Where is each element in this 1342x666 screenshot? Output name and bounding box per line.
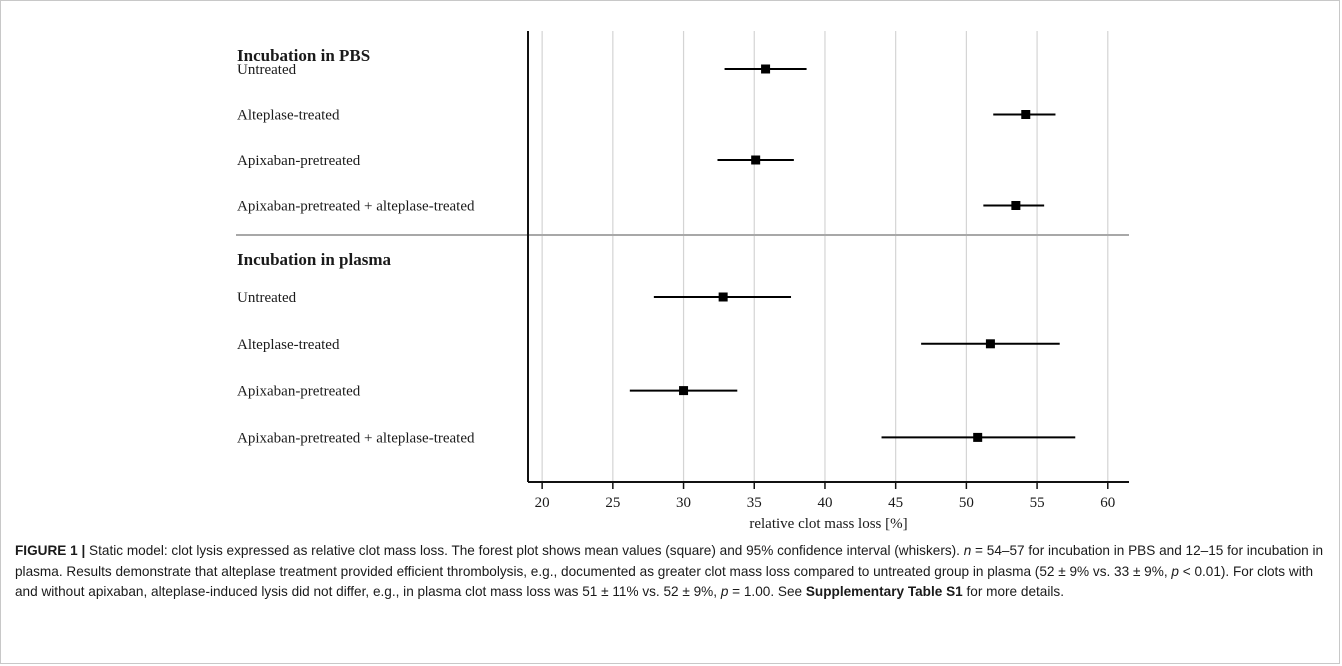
- caption-text-3: < 0.01). For clots with and without apix…: [15, 563, 1314, 600]
- row-labels: Untreated Alteplase-treated Apixaban-pretr…: [237, 62, 475, 446]
- mean-square: [751, 155, 761, 165]
- p-symbol-2: p: [720, 584, 729, 599]
- figure-label: FIGURE 1 |: [15, 543, 86, 558]
- x-tick-label: 30: [676, 495, 691, 511]
- caption-text-2: = 54–57 for incubation in PBS and 12–15 …: [15, 543, 1324, 579]
- mean-square: [1021, 110, 1031, 119]
- row-label: Alteplase-treated: [237, 108, 340, 124]
- x-tick-label: 25: [605, 495, 620, 511]
- row-label: Alteplase-treated: [237, 337, 340, 353]
- n-symbol: n: [963, 543, 972, 558]
- x-tick-label: 40: [817, 495, 832, 511]
- x-tick-label: 55: [1030, 495, 1045, 511]
- mean-square: [973, 432, 983, 442]
- panel-title-plasma: Incubation in plasma: [237, 250, 391, 269]
- row-label: Apixaban-pretreated: [237, 153, 361, 169]
- x-axis-label: relative clot mass loss [%]: [749, 516, 907, 532]
- axes: 20 25 30 35 40 45 50 55 60 relative clot mass los…: [527, 31, 1129, 532]
- mean-square: [985, 339, 995, 349]
- caption-text-5: for more details.: [962, 584, 1064, 599]
- x-tick-label: 20: [535, 495, 550, 511]
- caption-text-4: = 1.00. See: [728, 584, 806, 599]
- row-label: Untreated: [237, 290, 297, 306]
- row-label: Apixaban-pretreated + alteplase-treated: [237, 430, 475, 446]
- figure-caption: FIGURE 1 | Static model: clot lysis expr…: [15, 541, 1331, 603]
- mean-square: [679, 386, 689, 396]
- caption-text-1: Static model: clot lysis expressed as re…: [85, 543, 964, 558]
- mean-square: [718, 292, 728, 302]
- panel-titles: Incubation in PBS Incubation in plasma: [237, 46, 391, 269]
- x-tick-label: 35: [747, 495, 762, 511]
- p-symbol-1: p: [1171, 563, 1179, 579]
- mean-square: [761, 64, 771, 74]
- x-tick-label: 60: [1100, 495, 1115, 511]
- supplementary-table-ref: Supplementary Table S1: [805, 584, 963, 599]
- x-tick-label: 45: [888, 495, 903, 511]
- data-marks: [629, 64, 1076, 442]
- row-label: Untreated: [237, 62, 297, 78]
- panel-title-pbs: Incubation in PBS: [237, 46, 370, 65]
- forest-plot: Incubation in PBS Incubation in plasma Un…: [236, 31, 1129, 532]
- row-label: Apixaban-pretreated + alteplase-treated: [237, 199, 475, 215]
- row-label: Apixaban-pretreated: [237, 384, 361, 400]
- x-tick-label: 50: [959, 495, 974, 511]
- grid-lines: [236, 31, 1129, 482]
- mean-square: [1011, 201, 1021, 210]
